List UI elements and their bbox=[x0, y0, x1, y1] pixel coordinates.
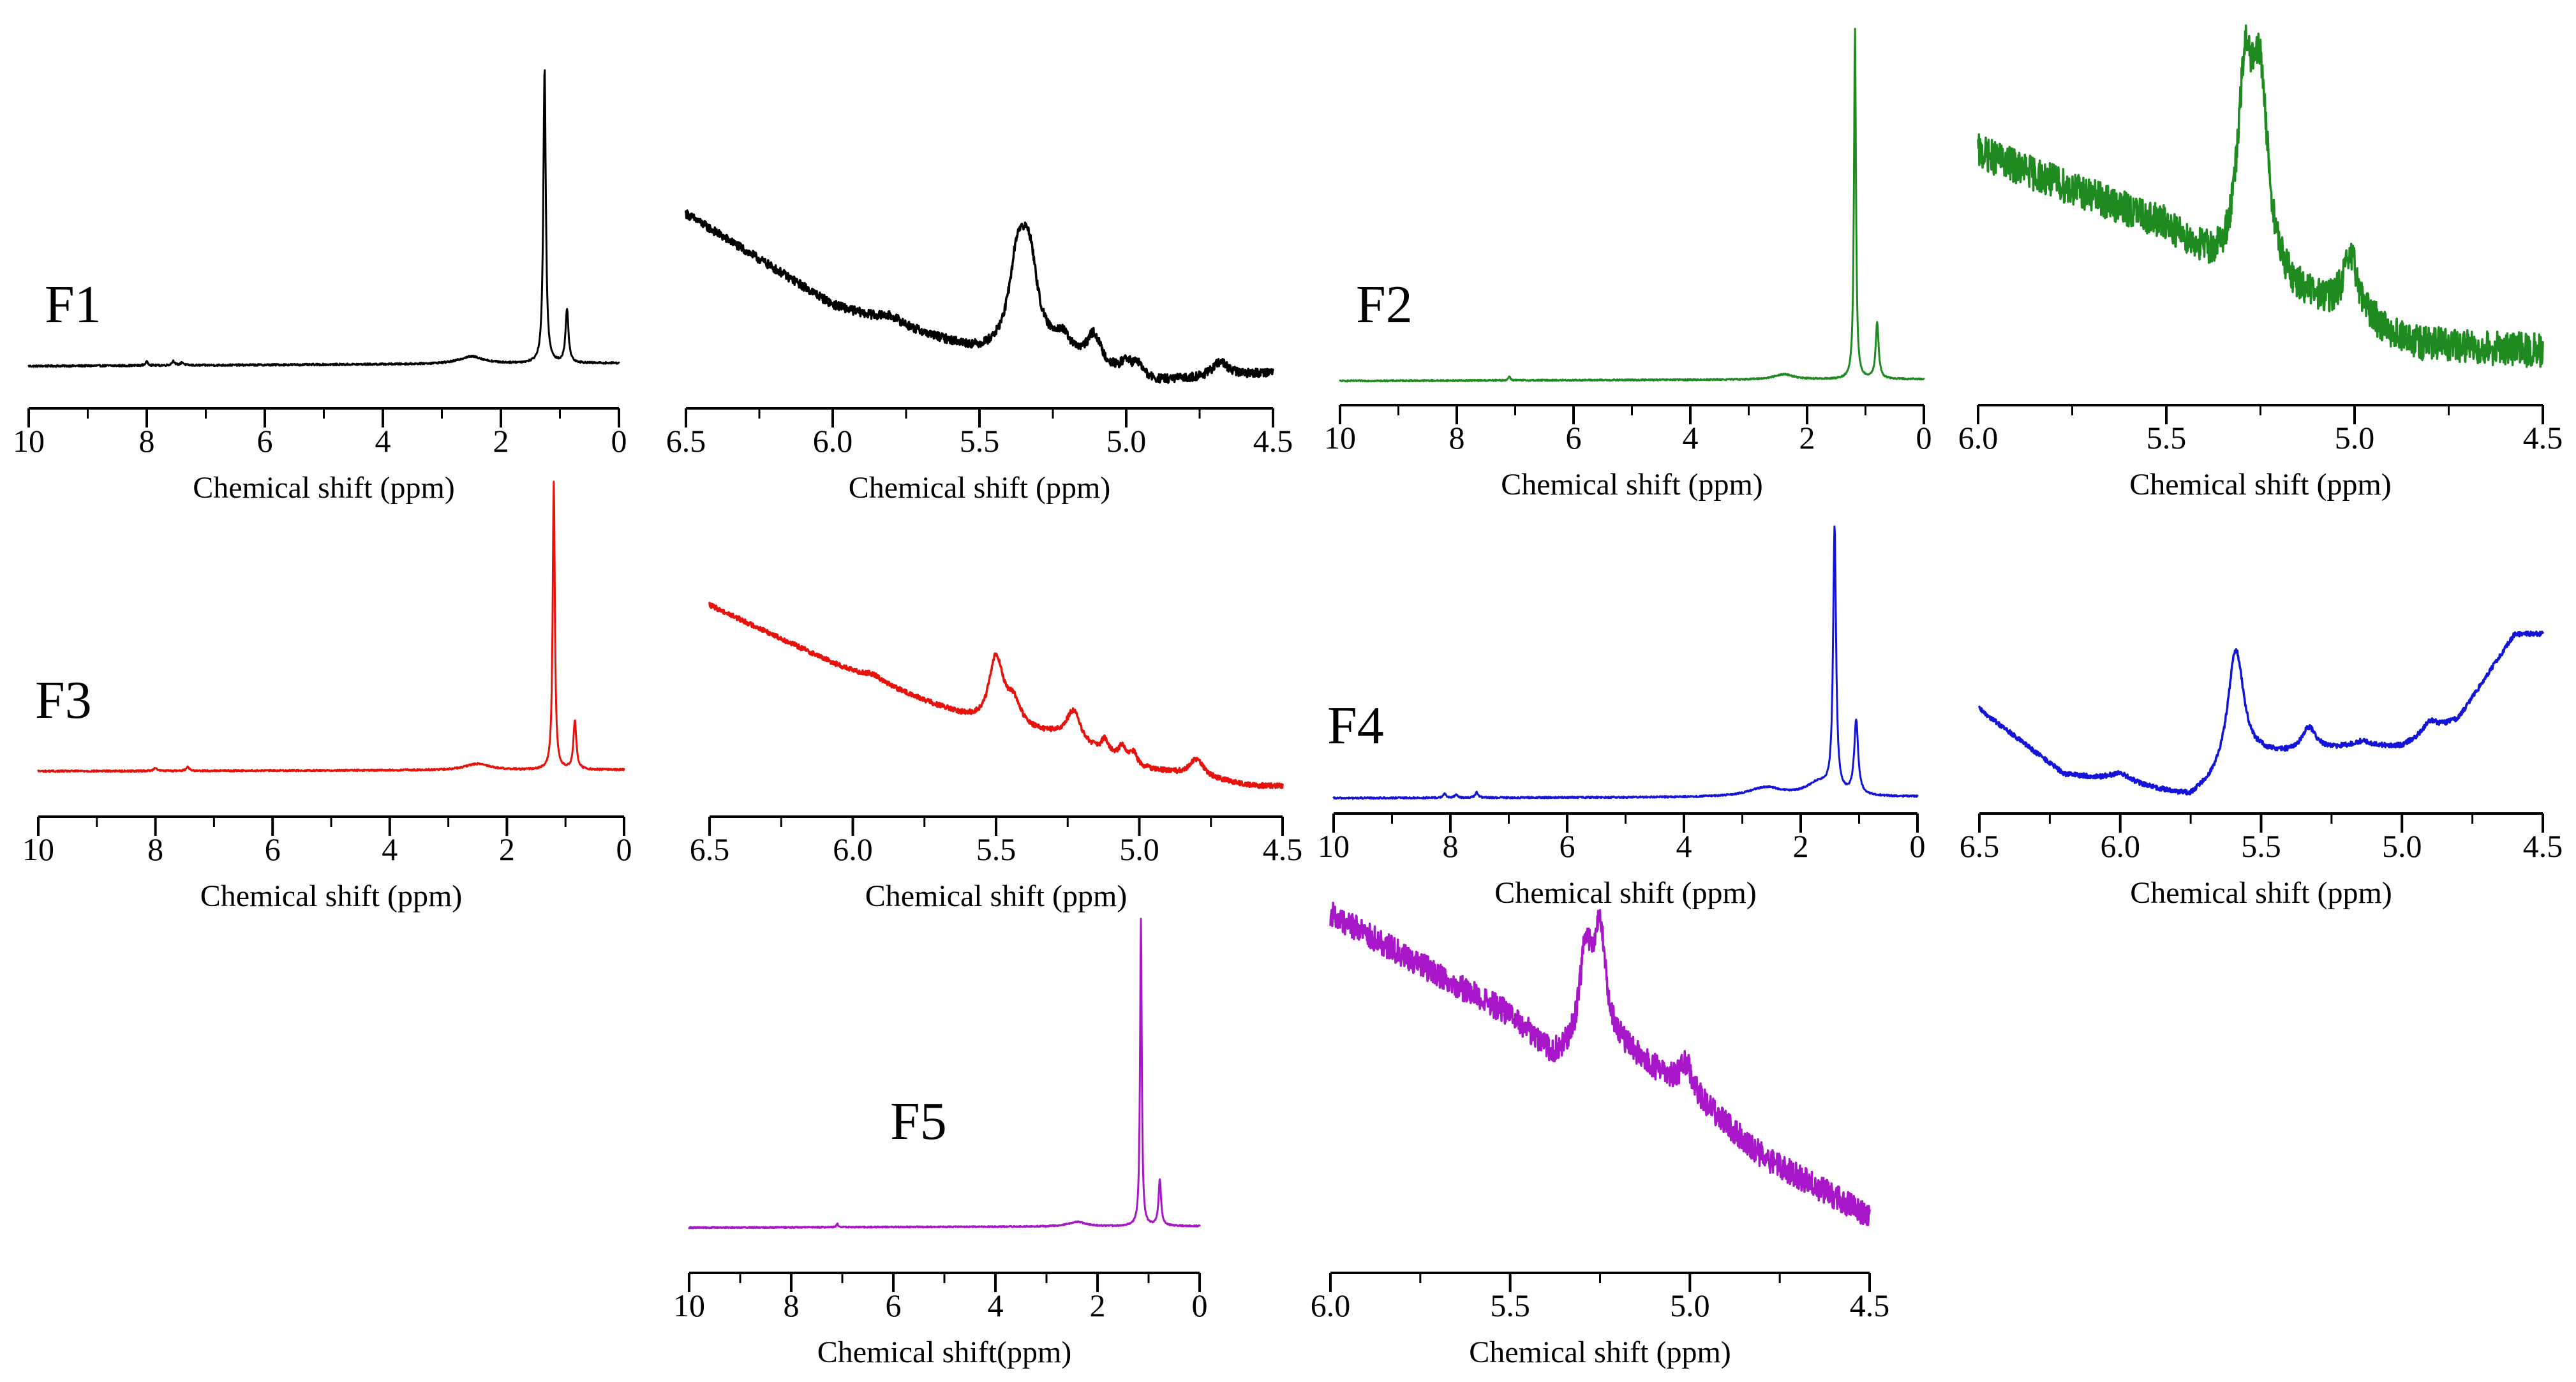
x-tick-label: 2 bbox=[1793, 828, 1809, 864]
x-tick-label: 6 bbox=[1566, 420, 1582, 456]
spectrum-panel-F2-full: 10 8 6 4 2 0 Chemical shift (ppm) F2 bbox=[1324, 27, 1932, 502]
x-axis-title: Chemical shift (ppm) bbox=[2129, 468, 2392, 502]
x-tick-label: 6.0 bbox=[2101, 828, 2141, 864]
x-tick-label: 4.5 bbox=[1253, 423, 1293, 459]
spectrum-line-F4-full bbox=[1332, 525, 1919, 800]
panel-label-f4: F4 bbox=[1327, 696, 1384, 755]
x-tick-label: 8 bbox=[1443, 828, 1459, 864]
spectrum-panel-F1-zoom: 6.5 6.0 5.5 5.0 4.5 Chemical shift (ppm) bbox=[666, 209, 1293, 505]
x-tick-label: 5.5 bbox=[976, 831, 1016, 867]
x-tick-label: 8 bbox=[1449, 420, 1465, 456]
spectrum-line-F2-zoom bbox=[1977, 24, 2544, 368]
spectrum-panel-F4-zoom: 6.5 6.0 5.5 5.0 4.5 Chemical shift (ppm) bbox=[1960, 630, 2563, 910]
spectrum-line-F3-zoom bbox=[708, 602, 1284, 789]
x-tick-label: 6.5 bbox=[1960, 828, 2000, 864]
x-tick-label: 8 bbox=[139, 423, 155, 459]
x-tick-label: 4.5 bbox=[1263, 831, 1303, 867]
x-tick-label: 6 bbox=[1560, 828, 1575, 864]
x-axis-title: Chemical shift(ppm) bbox=[817, 1335, 1072, 1369]
x-tick-label: 10 bbox=[13, 423, 45, 459]
x-tick-label: 6.0 bbox=[1311, 1288, 1351, 1323]
x-tick-label: 8 bbox=[784, 1288, 800, 1323]
spectrum-panel-F4-full: 10 8 6 4 2 0 Chemical shift (ppm) F4 bbox=[1318, 525, 1926, 910]
x-tick-label: 6 bbox=[886, 1288, 902, 1323]
x-tick-label: 5.5 bbox=[2241, 828, 2281, 864]
x-tick-label: 4 bbox=[988, 1288, 1004, 1323]
x-axis-title: Chemical shift (ppm) bbox=[865, 879, 1128, 913]
x-tick-label: 4 bbox=[382, 831, 398, 867]
x-tick-label: 10 bbox=[22, 831, 54, 867]
x-tick-label: 2 bbox=[1090, 1288, 1106, 1323]
x-tick-label: 6 bbox=[265, 831, 281, 867]
x-tick-label: 6.0 bbox=[833, 831, 873, 867]
x-tick-label: 4.5 bbox=[2523, 420, 2563, 456]
x-tick-label: 0 bbox=[611, 423, 627, 459]
spectrum-line-F1-full bbox=[27, 69, 620, 368]
spectrum-line-F5-full bbox=[688, 918, 1201, 1230]
x-tick-label: 4.5 bbox=[2523, 828, 2563, 864]
spectrum-panel-F1-full: 10 8 6 4 2 0 Chemical shift (ppm) F1 bbox=[13, 69, 627, 505]
x-tick-label: 8 bbox=[147, 831, 163, 867]
panel-label-f1: F1 bbox=[45, 275, 101, 334]
spectrum-line-F1-zoom bbox=[685, 209, 1274, 384]
x-tick-label: 5.0 bbox=[2335, 420, 2375, 456]
spectrum-line-F4-zoom bbox=[1978, 630, 2544, 796]
x-tick-label: 2 bbox=[1799, 420, 1815, 456]
x-axis-title: Chemical shift (ppm) bbox=[1494, 876, 1757, 910]
x-axis-title: Chemical shift (ppm) bbox=[849, 471, 1111, 505]
x-tick-label: 5.0 bbox=[1670, 1288, 1710, 1323]
spectrum-panel-F5-zoom: 6.0 5.5 5.0 4.5 Chemical shift (ppm) bbox=[1311, 902, 1890, 1369]
x-tick-label: 10 bbox=[673, 1288, 705, 1323]
x-tick-label: 4.5 bbox=[1850, 1288, 1890, 1323]
x-tick-label: 6 bbox=[257, 423, 273, 459]
panel-label-f2: F2 bbox=[1356, 275, 1413, 334]
x-tick-label: 4 bbox=[1683, 420, 1699, 456]
x-tick-label: 2 bbox=[493, 423, 509, 459]
x-axis-title: Chemical shift (ppm) bbox=[1501, 468, 1763, 502]
x-tick-label: 5.0 bbox=[1106, 423, 1147, 459]
x-tick-label: 0 bbox=[1910, 828, 1926, 864]
x-tick-label: 6.5 bbox=[666, 423, 706, 459]
x-tick-label: 10 bbox=[1324, 420, 1356, 456]
spectrum-line-F2-full bbox=[1339, 27, 1925, 383]
x-tick-label: 6.5 bbox=[690, 831, 730, 867]
x-tick-label: 5.5 bbox=[960, 423, 1000, 459]
panel-label-f3: F3 bbox=[35, 671, 92, 730]
x-axis-title: Chemical shift (ppm) bbox=[1469, 1335, 1731, 1369]
panel-label-f5: F5 bbox=[890, 1092, 947, 1151]
x-tick-label: 5.5 bbox=[1490, 1288, 1530, 1323]
spectrum-panel-F2-zoom: 6.0 5.5 5.0 4.5 Chemical shift (ppm) bbox=[1958, 24, 2563, 502]
x-tick-label: 4 bbox=[1676, 828, 1692, 864]
x-tick-label: 0 bbox=[616, 831, 632, 867]
spectrum-line-F3-full bbox=[37, 480, 625, 773]
x-tick-label: 6.0 bbox=[1958, 420, 1999, 456]
x-tick-label: 5.0 bbox=[2382, 828, 2422, 864]
x-tick-label: 5.5 bbox=[2147, 420, 2187, 456]
x-axis-title: Chemical shift (ppm) bbox=[2130, 876, 2392, 910]
spectrum-panel-F5-full: 10 8 6 4 2 0 Chemical shift(ppm) F5 bbox=[673, 918, 1208, 1369]
spectrum-panel-F3-full: 10 8 6 4 2 0 Chemical shift (ppm) F3 bbox=[22, 480, 632, 913]
x-tick-label: 2 bbox=[499, 831, 515, 867]
x-tick-label: 10 bbox=[1318, 828, 1350, 864]
x-axis-title: Chemical shift (ppm) bbox=[200, 879, 463, 913]
x-tick-label: 0 bbox=[1192, 1288, 1208, 1323]
x-axis-title: Chemical shift (ppm) bbox=[193, 471, 455, 505]
spectrum-line-F5-zoom bbox=[1329, 902, 1871, 1226]
x-tick-label: 5.0 bbox=[1119, 831, 1159, 867]
spectrum-panel-F3-zoom: 6.5 6.0 5.5 5.0 4.5 Chemical shift (ppm) bbox=[690, 602, 1303, 913]
x-tick-label: 6.0 bbox=[813, 423, 853, 459]
x-tick-label: 4 bbox=[375, 423, 391, 459]
x-tick-label: 0 bbox=[1916, 420, 1932, 456]
